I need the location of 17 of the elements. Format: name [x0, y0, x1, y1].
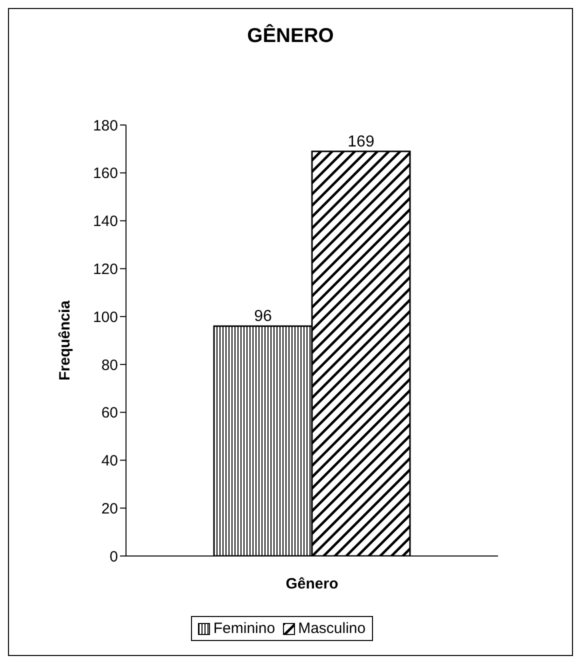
- y-tick-label: 80: [101, 356, 118, 374]
- y-tick-label: 140: [92, 213, 118, 230]
- y-axis-title: Frequência: [56, 300, 74, 381]
- y-tick-label: 120: [92, 260, 118, 278]
- y-tick-label: 180: [92, 117, 118, 134]
- x-axis-title: Gênero: [286, 576, 338, 593]
- legend-label: Feminino: [212, 620, 276, 637]
- y-tick-label: 40: [101, 452, 118, 470]
- legend-label: Masculino: [297, 620, 366, 637]
- y-tick-label: 0: [110, 548, 118, 566]
- data-label: 169: [348, 133, 374, 150]
- y-tick-label: 100: [92, 308, 118, 326]
- y-tick-label: 160: [92, 165, 118, 182]
- chart-title: GÊNERO: [246, 25, 335, 48]
- y-tick-label: 60: [101, 404, 118, 422]
- y-tick-label: 20: [101, 500, 118, 518]
- data-label: 96: [254, 308, 272, 326]
